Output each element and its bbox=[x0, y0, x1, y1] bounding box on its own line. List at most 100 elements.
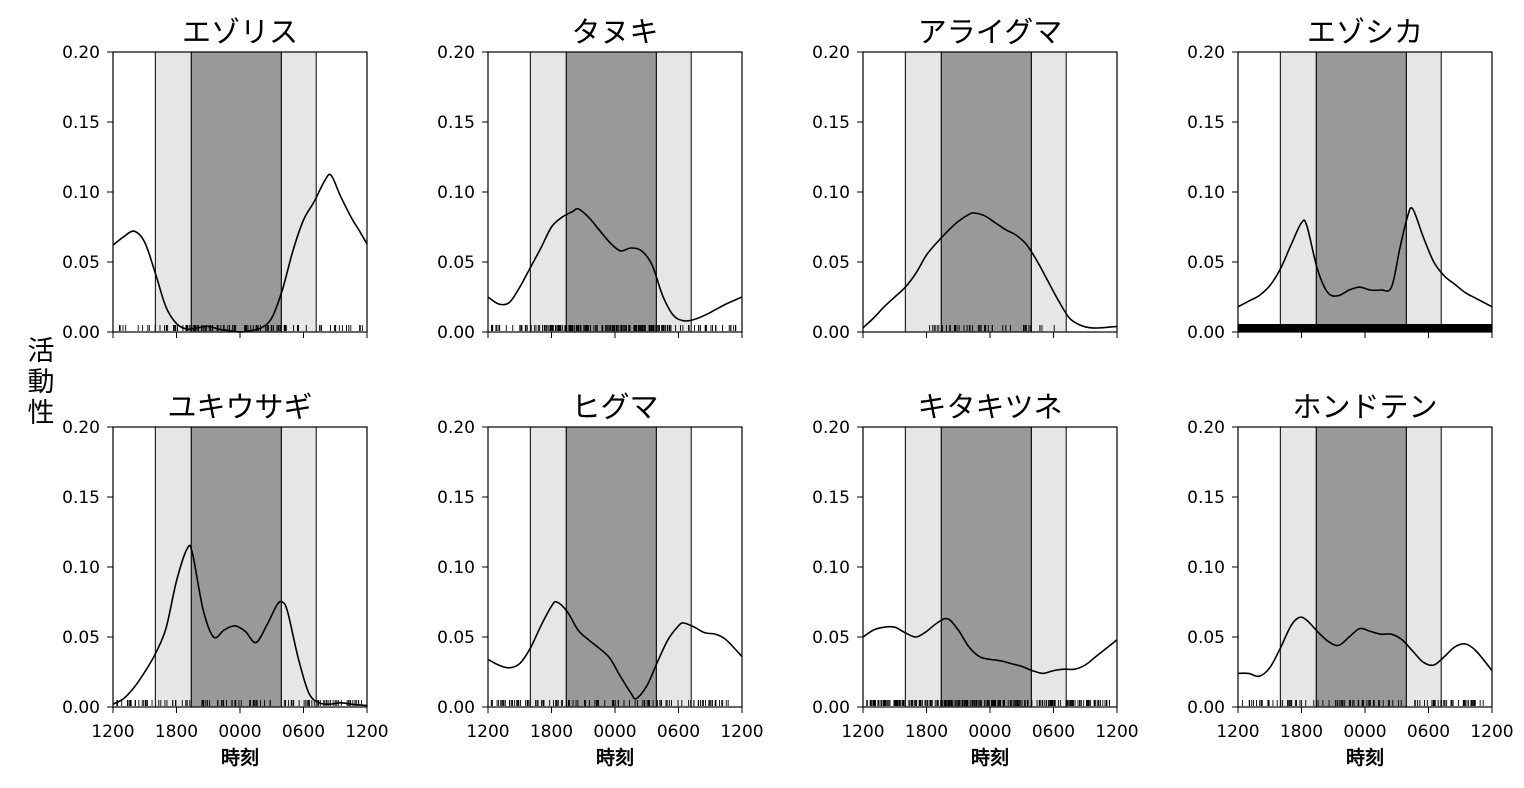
activity-curve bbox=[112, 544, 368, 707]
y-tick-label: 0.00 bbox=[437, 323, 475, 343]
x-tick-label: 1800 bbox=[1280, 722, 1323, 742]
night-band bbox=[940, 426, 1032, 708]
twilight-band bbox=[1279, 51, 1317, 333]
rug-marks bbox=[491, 325, 737, 331]
x-axis-label: 時刻 bbox=[221, 746, 259, 769]
x-tick-label: 1200 bbox=[91, 722, 134, 742]
chart-panel: 0.00 0.05 0.10 0.15 0.20 1200 1800 0000 0600 1200… bbox=[437, 390, 763, 769]
x-tick-label: 0000 bbox=[218, 722, 261, 742]
y-tick-label: 0.05 bbox=[812, 253, 850, 273]
x-tick-label: 1200 bbox=[1095, 722, 1138, 742]
twilight-band bbox=[1405, 51, 1442, 333]
x-tick-label: 1200 bbox=[1216, 722, 1259, 742]
y-tick-label: 0.00 bbox=[812, 323, 850, 343]
y-tick-label: 0.20 bbox=[437, 418, 475, 438]
activity-curve bbox=[1237, 207, 1493, 308]
y-tick-label: 0.15 bbox=[1187, 488, 1225, 508]
y-tick-label: 0.10 bbox=[1187, 558, 1225, 578]
x-tick-label: 0600 bbox=[1407, 722, 1450, 742]
y-tick-label: 0.15 bbox=[62, 488, 100, 508]
y-tick-label: 0.00 bbox=[62, 698, 100, 718]
twilight-band bbox=[1030, 51, 1067, 333]
y-tick-label: 0.15 bbox=[1187, 113, 1225, 133]
x-tick-label: 0000 bbox=[1343, 722, 1386, 742]
activity-curve bbox=[112, 173, 368, 333]
twilight-band bbox=[529, 51, 567, 333]
rug-marks bbox=[490, 700, 729, 706]
x-tick-label: 1200 bbox=[720, 722, 763, 742]
y-tick-label: 0.15 bbox=[437, 488, 475, 508]
activity-curve bbox=[487, 207, 743, 322]
twilight-band bbox=[655, 426, 692, 708]
night-band bbox=[190, 426, 282, 708]
rug-marks bbox=[116, 700, 362, 706]
twilight-band bbox=[280, 51, 317, 333]
y-tick-label: 0.15 bbox=[437, 113, 475, 133]
y-tick-label: 0.10 bbox=[812, 183, 850, 203]
y-tick-label: 0.20 bbox=[62, 43, 100, 63]
y-tick-label: 0.20 bbox=[62, 418, 100, 438]
x-tick-label: 0600 bbox=[657, 722, 700, 742]
x-tick-label: 0600 bbox=[282, 722, 325, 742]
x-tick-label: 0000 bbox=[593, 722, 636, 742]
twilight-band bbox=[1405, 426, 1442, 708]
activity-curve bbox=[862, 617, 1118, 675]
y-tick-label: 0.20 bbox=[812, 43, 850, 63]
panel-title: エゾシカ bbox=[1307, 15, 1423, 49]
y-tick-label: 0.10 bbox=[62, 183, 100, 203]
y-tick-label: 0.00 bbox=[1187, 698, 1225, 718]
night-band bbox=[1315, 51, 1407, 333]
y-axis-label-char-1: 活 bbox=[28, 336, 55, 367]
y-tick-label: 0.15 bbox=[62, 113, 100, 133]
panel-title: エゾリス bbox=[182, 15, 298, 49]
panel-title: アライグマ bbox=[918, 15, 1062, 49]
x-tick-label: 1200 bbox=[466, 722, 509, 742]
x-tick-label: 1200 bbox=[345, 722, 388, 742]
y-tick-label: 0.00 bbox=[437, 698, 475, 718]
y-tick-label: 0.10 bbox=[437, 183, 475, 203]
x-tick-label: 1800 bbox=[530, 722, 573, 742]
y-tick-label: 0.15 bbox=[812, 113, 850, 133]
y-tick-label: 0.05 bbox=[62, 253, 100, 273]
x-tick-label: 0000 bbox=[968, 722, 1011, 742]
twilight-band bbox=[529, 426, 567, 708]
x-axis-label: 時刻 bbox=[971, 746, 1009, 769]
rug-marks bbox=[866, 700, 1111, 706]
chart-panel: 0.00 0.05 0.10 0.15 0.20 アライグマ bbox=[812, 15, 1118, 343]
y-tick-label: 0.20 bbox=[812, 418, 850, 438]
rug-marks bbox=[929, 325, 1055, 331]
y-tick-label: 0.05 bbox=[437, 628, 475, 648]
x-tick-label: 1800 bbox=[155, 722, 198, 742]
y-tick-label: 0.05 bbox=[437, 253, 475, 273]
night-band bbox=[190, 51, 282, 333]
chart-panel: 0.00 0.05 0.10 0.15 0.20 エゾシカ bbox=[1187, 15, 1493, 343]
y-tick-label: 0.05 bbox=[62, 628, 100, 648]
chart-panel: 0.00 0.05 0.10 0.15 0.20 エゾリス bbox=[62, 15, 368, 343]
y-tick-label: 0.00 bbox=[62, 323, 100, 343]
x-tick-label: 0600 bbox=[1032, 722, 1075, 742]
chart-panel: 0.00 0.05 0.10 0.15 0.20 1200 1800 0000 0600 1200… bbox=[812, 390, 1138, 769]
twilight-band bbox=[655, 51, 692, 333]
twilight-band bbox=[154, 426, 192, 708]
rug-band bbox=[1238, 324, 1492, 332]
twilight-band bbox=[904, 426, 942, 708]
activity-curve bbox=[1237, 616, 1493, 678]
night-band bbox=[940, 51, 1032, 333]
y-tick-label: 0.05 bbox=[1187, 253, 1225, 273]
twilight-band bbox=[904, 51, 942, 333]
chart-panel: 0.00 0.05 0.10 0.15 0.20 タヌキ bbox=[437, 15, 743, 343]
y-tick-label: 0.00 bbox=[1187, 323, 1225, 343]
rug-marks bbox=[1238, 324, 1492, 332]
y-tick-label: 0.10 bbox=[437, 558, 475, 578]
x-axis-label: 時刻 bbox=[1346, 746, 1384, 769]
y-tick-label: 0.20 bbox=[1187, 43, 1225, 63]
panel-title: ヒグマ bbox=[571, 390, 658, 424]
y-tick-label: 0.00 bbox=[812, 698, 850, 718]
y-tick-label: 0.10 bbox=[812, 558, 850, 578]
twilight-band bbox=[280, 426, 317, 708]
x-axis-label: 時刻 bbox=[596, 746, 634, 769]
y-axis-label-char-2: 動 bbox=[28, 367, 55, 398]
x-tick-label: 1200 bbox=[841, 722, 884, 742]
